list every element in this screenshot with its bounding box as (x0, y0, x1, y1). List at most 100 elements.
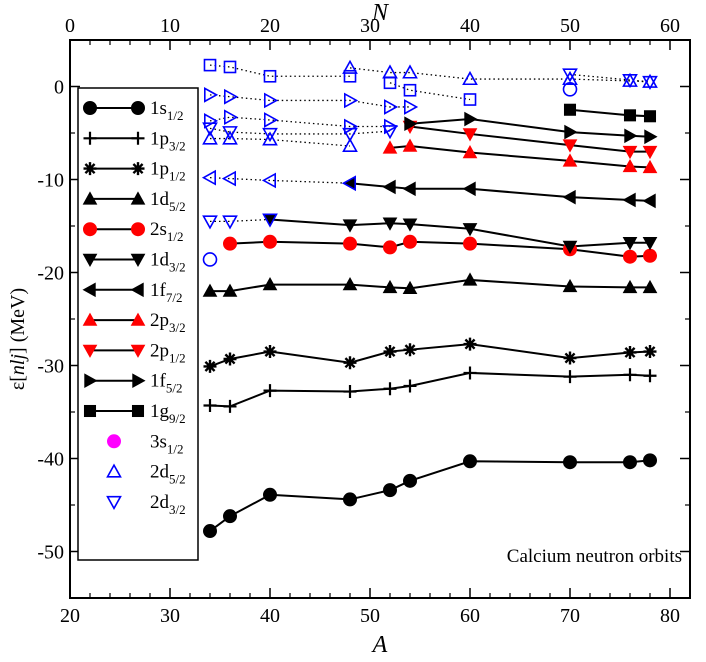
x2-tick-label: 20 (260, 15, 280, 37)
data-point-1f7-2 (622, 192, 636, 208)
data-point-2d5-2 (402, 64, 418, 79)
data-point-unbound-down-a (342, 127, 358, 143)
data-point-unbound-up-a (222, 130, 238, 145)
data-point-1p3-2 (643, 369, 657, 383)
data-point-unbound-up-a (202, 130, 218, 145)
legend-label: 1g9/2 (150, 401, 186, 426)
data-point-1s1-2 (463, 454, 477, 469)
data-point-1p3-2 (563, 370, 577, 384)
legend-marker (84, 373, 98, 389)
legend-marker (131, 404, 145, 418)
data-point-1d5-2 (462, 272, 478, 286)
data-point-1s1-2 (403, 473, 417, 488)
legend-marker (82, 191, 98, 205)
legend-marker (130, 282, 144, 298)
data-point-2p3-2 (642, 159, 658, 174)
data-point-1p1-2 (403, 343, 417, 357)
data-point-1f5-2 (564, 124, 578, 140)
legend-marker (83, 131, 97, 145)
y-tick-label: -20 (37, 263, 64, 285)
data-point-1p1-2 (463, 337, 477, 351)
series-line-unbound-square-lower (389, 82, 471, 101)
data-point-1p1-2 (263, 345, 277, 359)
data-point-2s1-2 (343, 236, 357, 251)
data-point-1p1-2 (223, 352, 237, 366)
data-point-1g9-2 (643, 110, 657, 123)
legend: 1s1/2 1p3/2 1p1/2 1d5/2 2s1/2 1d3/2 1f7/2 2p3/2… (77, 87, 199, 561)
data-point-1f5-2 (644, 129, 658, 145)
data-point-1p3-2 (343, 385, 357, 399)
data-point-1p3-2 (623, 368, 637, 382)
series-line-unbound-up-a (210, 137, 351, 147)
x-axis-title: A (371, 632, 388, 658)
data-point-1d3-2 (462, 223, 478, 237)
y-tick-label: -50 (37, 542, 64, 564)
legend-label: 2d3/2 (150, 492, 186, 517)
data-point-1p1-2 (203, 359, 217, 373)
chart-annotation: Calcium neutron orbits (507, 546, 682, 567)
legend-marker (106, 463, 122, 478)
legend-marker (130, 191, 146, 205)
legend-marker (83, 222, 97, 237)
data-point-2s1-2 (383, 240, 397, 255)
data-point-unbound-down-b (202, 215, 218, 230)
data-point-1f5-2 (404, 116, 418, 132)
data-point-unbound-up-a (342, 137, 358, 153)
data-point-1g9-2 (623, 109, 637, 122)
legend-marker (130, 344, 146, 358)
series-lines (209, 64, 651, 532)
data-point-2s1-2 (263, 234, 277, 249)
data-point-1d3-2 (402, 218, 418, 232)
data-point-1p3-2 (463, 366, 477, 380)
legend-label: 2p1/2 (150, 340, 186, 365)
data-point-1s1-2 (563, 455, 577, 470)
data-point-2d5-2 (462, 70, 478, 86)
x2-tick-label: 0 (65, 15, 75, 37)
series-line-1d3-2 (269, 218, 650, 248)
data-point-1f7-2 (562, 189, 576, 205)
series-line-unbound-right-b (209, 116, 390, 128)
series-line-unbound-down-a (209, 127, 391, 135)
data-point-1p3-2 (403, 379, 417, 393)
data-point-1d5-2 (222, 283, 238, 297)
legend-marker (83, 162, 97, 176)
x-tick-label: 50 (360, 605, 380, 627)
series-line-1p3-2 (209, 371, 651, 408)
data-point-unbound-left (261, 172, 277, 189)
data-point-1d3-2 (562, 240, 578, 254)
data-point-1s1-2 (643, 453, 657, 468)
data-point-unbound-right-a (383, 99, 399, 115)
series-line-1d5-2 (210, 278, 650, 293)
data-point-2d3-2 (562, 68, 578, 83)
data-point-2p3-2 (462, 145, 478, 159)
data-point-1f7-2 (402, 181, 416, 197)
x-tick-label: 80 (660, 605, 680, 627)
legend-marker (132, 373, 146, 389)
x-tick-label: 40 (260, 605, 280, 627)
data-point-1f7-2 (462, 181, 476, 197)
data-point-1f5-2 (624, 128, 638, 144)
legend-label: 2s1/2 (150, 219, 184, 244)
legend-marker (131, 131, 145, 145)
data-point-2d5-2 (622, 72, 638, 87)
data-point-2d3-2 (622, 73, 638, 89)
data-point-unbound-right-a (263, 92, 279, 109)
data-point-unbound-right-b (224, 109, 239, 126)
series-line-2d3-2 (569, 73, 651, 83)
data-point-unbound-circle (202, 252, 218, 267)
data-point-unbound-left (201, 169, 216, 186)
data-point-unbound-right-a (343, 92, 359, 109)
data-point-1s1-2 (343, 492, 357, 507)
legend-label: 1s1/2 (150, 98, 184, 123)
data-point-unbound-square-upper (343, 69, 357, 83)
legend-label: 2d5/2 (150, 462, 186, 487)
legend-marker (130, 253, 146, 268)
data-point-1s1-2 (383, 483, 397, 498)
legend-marker (130, 312, 146, 326)
x2-tick-label: 50 (560, 15, 580, 37)
x2-tick-label: 10 (160, 15, 180, 37)
legend-marker (82, 344, 98, 358)
data-point-unbound-square-lower (383, 76, 397, 90)
data-point-unbound-right-b (204, 113, 219, 129)
